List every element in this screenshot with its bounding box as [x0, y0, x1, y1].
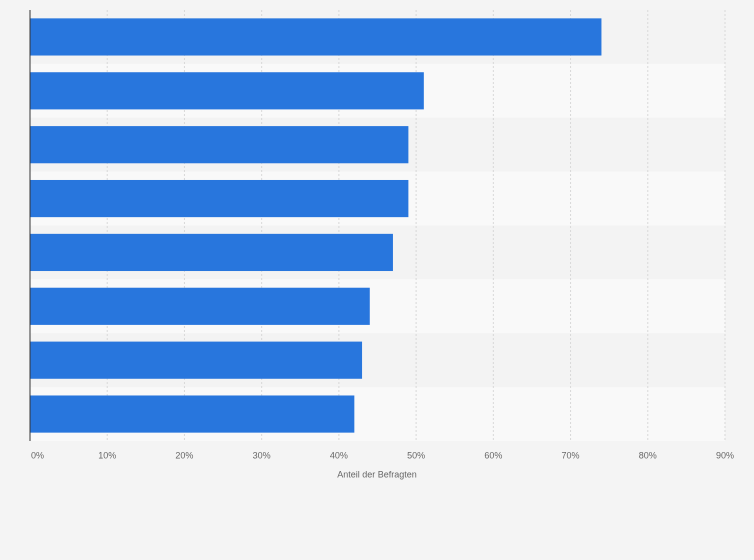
bar	[30, 126, 409, 164]
x-tick-label: 10%	[98, 450, 116, 460]
x-tick-label: 90%	[716, 450, 734, 460]
bar	[30, 179, 409, 218]
bar	[30, 287, 370, 325]
x-tick-label: 20%	[175, 450, 193, 460]
x-tick-label: 80%	[639, 450, 657, 460]
bar	[30, 72, 424, 110]
x-tick-label: 60%	[484, 450, 502, 460]
x-axis-label: Anteil der Befragten	[337, 469, 417, 479]
bar	[30, 233, 393, 272]
x-tick-label: 40%	[330, 450, 348, 460]
x-tick-label: 0%	[31, 450, 44, 460]
x-tick-label: 30%	[253, 450, 271, 460]
bar	[30, 18, 602, 56]
bar	[30, 341, 363, 379]
x-tick-label: 70%	[562, 450, 580, 460]
x-tick-label: 50%	[407, 450, 425, 460]
bar	[30, 395, 355, 433]
